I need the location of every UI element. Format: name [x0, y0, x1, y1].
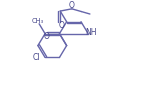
Text: NH: NH — [85, 28, 97, 37]
Text: O: O — [44, 32, 49, 41]
Text: Cl: Cl — [32, 53, 40, 62]
Text: O: O — [58, 21, 64, 30]
Text: O: O — [69, 1, 75, 10]
Text: CH₃: CH₃ — [32, 18, 44, 24]
